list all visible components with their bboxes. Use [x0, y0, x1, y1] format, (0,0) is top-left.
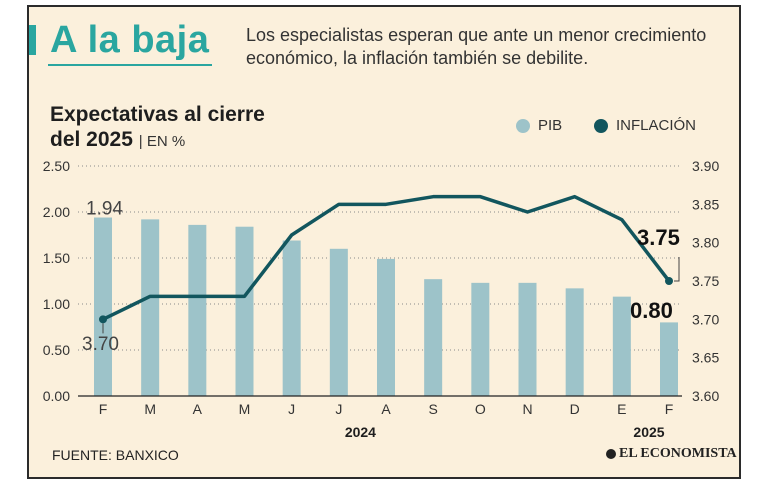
x-tick-label: M [239, 401, 251, 417]
subtitle: Los especialistas esperan que ante un me… [246, 25, 707, 68]
chart-title: Expectativas al cierre del 2025 | EN % [50, 102, 265, 154]
annotation-connector [674, 257, 680, 282]
pib-bar [612, 296, 631, 396]
chart-title-line2: del 2025 [50, 128, 133, 151]
annotation-inflation-first: 3.70 [82, 334, 119, 355]
pib-bar [424, 279, 443, 396]
x-tick-label: E [617, 401, 626, 417]
pib-bar [235, 226, 254, 396]
legend-pib-label: PIB [538, 117, 563, 134]
y-right-tick-label: 3.70 [692, 311, 719, 327]
x-tick-label: J [335, 401, 342, 417]
annotation-pib-last: 0.80 [630, 298, 673, 323]
pib-bar [329, 248, 348, 396]
y-right-tick-label: 3.90 [692, 158, 719, 174]
chart-title-line1: Expectativas al cierre [50, 103, 265, 126]
x-tick-label: N [522, 401, 532, 417]
y-right-tick-label: 3.75 [692, 273, 719, 289]
y-left-tick-label: 2.50 [43, 158, 70, 174]
pib-bar [518, 282, 537, 396]
x-tick-label: D [570, 401, 580, 417]
year-label: 2025 [633, 424, 664, 440]
legend-pib: PIB [516, 117, 562, 134]
headline: A la baja [50, 19, 210, 61]
brand: EL ECONOMISTA [606, 446, 737, 462]
x-tick-label: F [665, 401, 674, 417]
headline-rule [48, 64, 212, 66]
x-tick-label: O [475, 401, 486, 417]
legend-inflation-label: INFLACIÓN [616, 117, 697, 134]
legend-pib-swatch [516, 118, 530, 133]
y-right-tick-label: 3.85 [692, 196, 719, 212]
pib-bar [660, 322, 678, 396]
pib-bar [141, 219, 160, 396]
x-tick-label: A [381, 401, 391, 417]
accent-bar [29, 25, 36, 55]
year-label: 2024 [345, 424, 376, 440]
annotation-pib-first: 1.94 [86, 199, 123, 220]
brand-logo-icon [606, 449, 616, 459]
pib-bar [471, 282, 490, 396]
pib-bar [377, 258, 395, 396]
pib-bar [565, 288, 584, 396]
y-left-tick-label: 0.00 [43, 388, 70, 404]
brand-name: EL ECONOMISTA [619, 446, 737, 461]
annotation-inflation-last: 3.75 [637, 225, 680, 250]
inflation-line [102, 194, 671, 321]
inflation-end-point [665, 277, 673, 285]
y-left-tick-label: 0.50 [43, 342, 70, 358]
y-right-tick-label: 3.80 [692, 235, 719, 251]
pib-bar [282, 240, 301, 396]
y-right-tick-label: 3.60 [692, 388, 719, 404]
y-right-tick-label: 3.65 [692, 350, 719, 366]
y-left-tick-label: 1.50 [43, 250, 70, 266]
legend-inflation-swatch [594, 118, 608, 133]
inflation-start-point [99, 315, 107, 324]
legend-inflation: INFLACIÓN [594, 117, 696, 134]
x-tick-label: S [428, 401, 437, 417]
pib-bar [94, 217, 112, 396]
pib-bar [188, 224, 207, 396]
x-tick-label: A [193, 401, 203, 417]
x-tick-label: F [99, 401, 108, 417]
source-note: FUENTE: BANXICO [52, 447, 179, 463]
y-left-tick-label: 1.00 [43, 296, 70, 312]
x-tick-label: M [144, 401, 156, 417]
x-tick-label: J [288, 401, 295, 417]
y-left-tick-label: 2.00 [43, 204, 70, 220]
chart-title-unit: | EN % [138, 133, 186, 150]
